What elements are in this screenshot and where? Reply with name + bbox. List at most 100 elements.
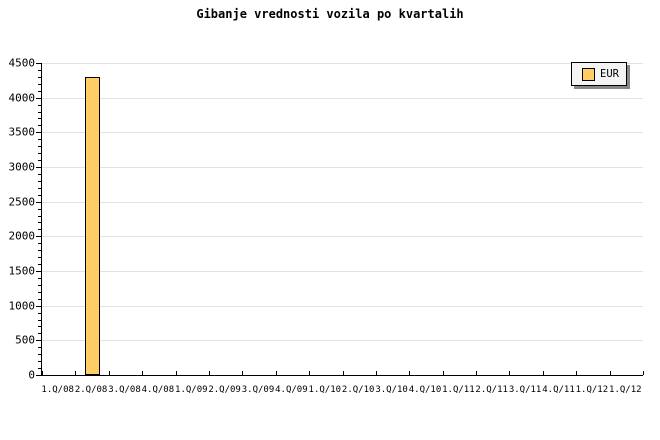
y-tick xyxy=(38,146,41,147)
y-tick xyxy=(38,222,41,223)
y-gridline xyxy=(42,167,643,168)
x-tick xyxy=(242,371,243,375)
y-tick xyxy=(38,250,41,251)
x-tick xyxy=(643,371,644,375)
y-tick xyxy=(36,167,41,168)
x-tick xyxy=(409,371,410,375)
y-tick xyxy=(38,216,41,217)
x-tick xyxy=(276,371,277,375)
y-tick xyxy=(36,375,41,376)
y-tick xyxy=(38,333,41,334)
y-tick-label: 2000 xyxy=(8,229,36,243)
bar-2.Q/08 xyxy=(84,77,100,375)
legend: EUR xyxy=(571,62,627,86)
y-tick-label: 2500 xyxy=(8,195,36,209)
y-tick xyxy=(38,118,41,119)
x-tick xyxy=(443,371,444,375)
y-tick xyxy=(38,181,41,182)
x-tick-label: 4.Q/11 xyxy=(542,385,575,395)
y-tick xyxy=(38,84,41,85)
x-tick-label: 4.Q/09 xyxy=(275,385,308,395)
y-tick xyxy=(38,188,41,189)
y-tick xyxy=(38,243,41,244)
y-tick xyxy=(38,361,41,362)
y-tick xyxy=(38,112,41,113)
y-tick xyxy=(38,153,41,154)
y-gridline xyxy=(42,202,643,203)
y-tick-label: 3000 xyxy=(8,160,36,174)
legend-label: EUR xyxy=(600,67,619,80)
y-gridline xyxy=(42,306,643,307)
x-tick-label: 3.Q/09 xyxy=(241,385,275,395)
x-tick xyxy=(142,371,143,375)
y-tick xyxy=(38,195,41,196)
x-tick xyxy=(509,371,510,375)
y-tick xyxy=(36,132,41,133)
y-tick xyxy=(36,271,41,272)
x-tick-label: 3.Q/11 xyxy=(508,385,542,395)
y-gridline xyxy=(42,236,643,237)
y-tick xyxy=(38,347,41,348)
x-tick-label: 1.Q/11 xyxy=(442,385,475,395)
x-tick-label: 1.Q/12 xyxy=(609,385,642,395)
y-gridline xyxy=(42,63,643,64)
y-tick-label: 4500 xyxy=(8,56,36,70)
x-tick-label: 2.Q/11 xyxy=(475,385,508,395)
y-tick xyxy=(38,368,41,369)
y-tick xyxy=(36,306,41,307)
y-tick-label: 1500 xyxy=(8,264,36,278)
y-tick xyxy=(38,326,41,327)
y-tick-label: 1000 xyxy=(8,299,36,313)
y-gridline xyxy=(42,271,643,272)
x-tick xyxy=(309,371,310,375)
y-tick xyxy=(38,292,41,293)
y-tick xyxy=(36,340,41,341)
y-tick xyxy=(38,264,41,265)
y-tick-label: 500 xyxy=(15,333,35,347)
y-tick xyxy=(38,299,41,300)
y-tick xyxy=(38,139,41,140)
y-gridline xyxy=(42,132,643,133)
y-tick xyxy=(38,229,41,230)
x-tick-label: 1.Q/09 xyxy=(175,385,208,395)
x-tick-label: 1.Q/12 xyxy=(575,385,609,395)
y-tick xyxy=(36,236,41,237)
y-tick-label: 3500 xyxy=(8,125,36,139)
x-tick-label: 2.Q/08 xyxy=(74,385,108,395)
y-tick xyxy=(38,125,41,126)
x-tick xyxy=(576,371,577,375)
x-tick xyxy=(610,371,611,375)
x-tick-label: 1.Q/08 xyxy=(41,385,74,395)
y-tick xyxy=(38,285,41,286)
x-tick xyxy=(376,371,377,375)
y-tick xyxy=(38,320,41,321)
chart-title: Gibanje vrednosti vozila po kvartalih xyxy=(196,7,464,21)
y-tick xyxy=(36,98,41,99)
y-tick xyxy=(38,257,41,258)
y-gridline xyxy=(42,98,643,99)
y-tick xyxy=(38,91,41,92)
y-tick-label: 4000 xyxy=(8,91,36,105)
x-tick xyxy=(209,371,210,375)
y-tick xyxy=(36,63,41,64)
x-tick-label: 2.Q/09 xyxy=(208,385,241,395)
y-tick xyxy=(38,313,41,314)
x-tick xyxy=(42,371,43,375)
plot-area xyxy=(41,63,644,376)
legend-swatch-eur xyxy=(582,67,595,81)
y-gridline xyxy=(42,340,643,341)
x-tick xyxy=(476,371,477,375)
x-tick xyxy=(176,371,177,375)
x-tick-label: 4.Q/08 xyxy=(141,385,175,395)
x-tick-label: 3.Q/10 xyxy=(375,385,408,395)
y-tick xyxy=(38,70,41,71)
x-tick xyxy=(543,371,544,375)
y-tick xyxy=(38,160,41,161)
x-tick xyxy=(109,371,110,375)
y-tick xyxy=(38,174,41,175)
y-tick-label: 0 xyxy=(28,368,35,382)
y-tick xyxy=(38,209,41,210)
y-axis: 0 500 1000 1500 2000 2500 3000 3500 4000 4500 xyxy=(0,58,41,381)
x-axis-labels: 1.Q/08 2.Q/08 3.Q/08 4.Q/08 1.Q/09 2.Q/09 3.Q/… xyxy=(41,385,642,397)
